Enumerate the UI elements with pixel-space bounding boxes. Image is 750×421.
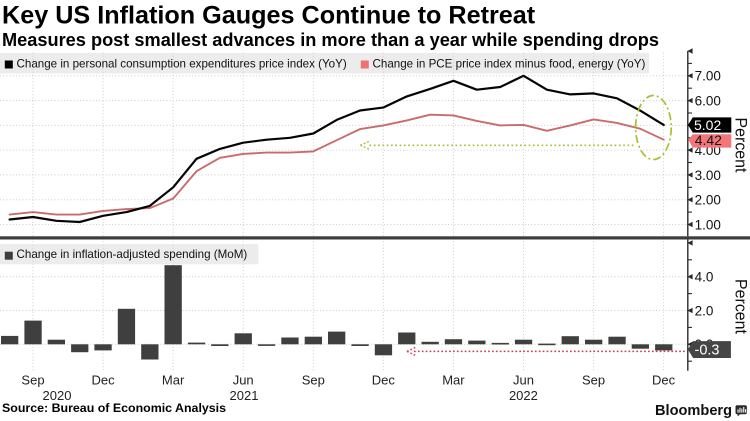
svg-text:Source: Bureau of Economic Ana: Source: Bureau of Economic Analysis <box>2 401 226 415</box>
svg-text:Sep: Sep <box>302 372 325 387</box>
svg-text:4.0: 4.0 <box>695 270 714 285</box>
svg-text:Sep: Sep <box>21 372 44 387</box>
svg-text:7.00: 7.00 <box>695 69 721 84</box>
svg-text:3.00: 3.00 <box>695 168 721 183</box>
svg-text:Change in PCE price index minu: Change in PCE price index minus food, en… <box>373 58 646 71</box>
svg-text:Mar: Mar <box>442 372 465 387</box>
svg-text:2020: 2020 <box>43 388 72 403</box>
svg-text:Percent: Percent <box>732 118 750 173</box>
svg-text:-0.3: -0.3 <box>695 343 720 359</box>
svg-text:Dec: Dec <box>92 372 116 387</box>
svg-text:1.00: 1.00 <box>695 217 721 232</box>
svg-text:Change in personal consumption: Change in personal consumption expenditu… <box>17 58 347 71</box>
svg-text:Measures post smallest advance: Measures post smallest advances in more … <box>2 30 659 50</box>
svg-text:2.00: 2.00 <box>695 193 721 208</box>
svg-text:4.42: 4.42 <box>695 132 722 148</box>
svg-text:Dec: Dec <box>372 372 396 387</box>
svg-text:6.00: 6.00 <box>695 94 721 109</box>
svg-text:2.0: 2.0 <box>695 303 714 318</box>
svg-text:Sep: Sep <box>582 372 605 387</box>
svg-text:Bloomberg: Bloomberg <box>655 403 732 419</box>
svg-text:Jun: Jun <box>513 372 534 387</box>
svg-text:Key US Inflation Gauges Contin: Key US Inflation Gauges Continue to Retr… <box>2 2 536 30</box>
svg-text:5.02: 5.02 <box>694 117 721 133</box>
svg-text:2022: 2022 <box>509 388 538 403</box>
svg-text:2021: 2021 <box>230 388 259 403</box>
svg-text:Change in inflation-adjusted s: Change in inflation-adjusted spending (M… <box>17 248 248 261</box>
svg-text:Dec: Dec <box>652 372 676 387</box>
svg-text:Percent: Percent <box>732 279 750 334</box>
svg-text:Mar: Mar <box>162 372 185 387</box>
svg-text:Jun: Jun <box>233 372 254 387</box>
